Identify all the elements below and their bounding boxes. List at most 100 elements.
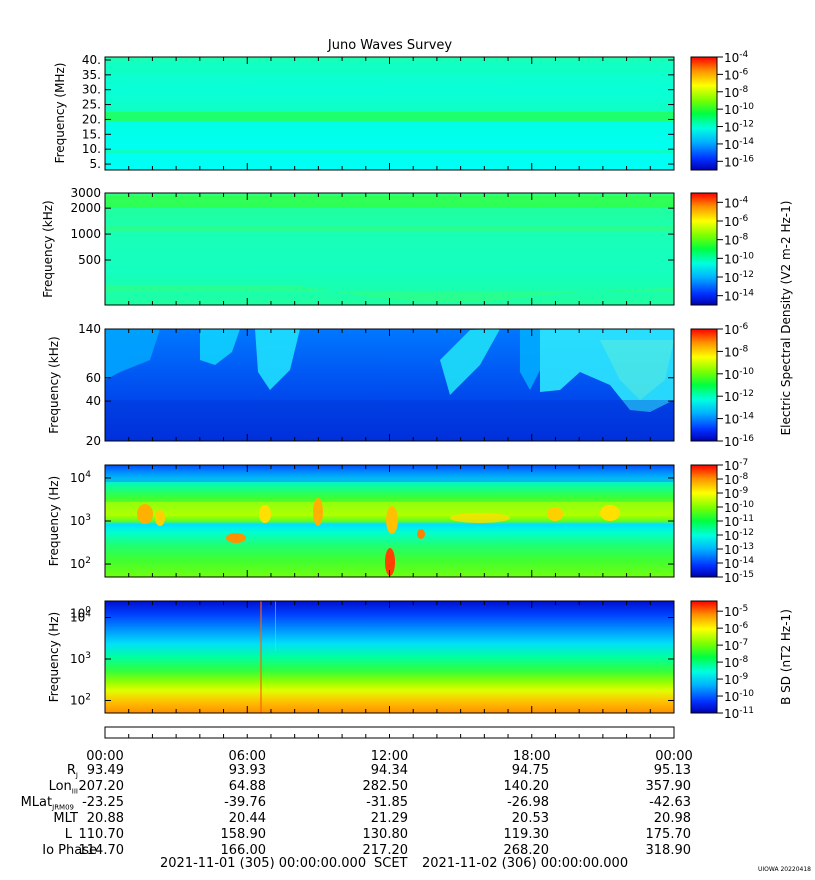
colorbar-tick-label: 10-10: [724, 367, 754, 382]
colorbar-tick-label: 10-11: [724, 706, 754, 721]
y-tick-label: 103: [70, 513, 91, 528]
ephemeris-label: MLT: [53, 811, 78, 826]
ephemeris-value: 93.93: [228, 763, 266, 778]
colorbar-tick-label: 10-9: [724, 672, 749, 687]
y-tick-label: 60: [86, 371, 101, 385]
panel-5-spectrogram: [105, 601, 674, 713]
y-tick-label: 35.: [82, 68, 101, 82]
panel-1-ylabel: Frequency (MHz): [53, 63, 67, 164]
colorbar-tick-label: 10-11: [724, 514, 754, 529]
panel-2-ylabel: Frequency (kHz): [41, 200, 55, 297]
ephemeris-value: -31.85: [366, 795, 408, 810]
x-tick-labels: 00:00 06:00 12:00 18:00 00:00: [86, 749, 692, 764]
colorbar-tick-label: 10-8: [724, 655, 749, 670]
x-tick-label: 00:00: [655, 749, 692, 764]
x-tick-label: 06:00: [229, 749, 266, 764]
ephemeris-value: 114.70: [78, 843, 125, 858]
colorbar-tick-label: 10-12: [724, 270, 754, 285]
ephemeris-value: 64.88: [228, 779, 266, 794]
ephemeris-label: MLatJRM09: [20, 795, 74, 812]
colorbar-tick-label: 10-12: [724, 389, 754, 404]
time-range-start: 2021-11-01 (305) 00:00:00.000: [160, 856, 367, 871]
panel-1-band-20mhz: [105, 112, 674, 121]
colorbar-tick-label: 10-6: [724, 322, 749, 337]
colorbar-1: 10-4 10-6 10-8 10-10 10-12 10-14 10-16: [690, 50, 754, 171]
ephemeris-value: 20.53: [511, 811, 549, 826]
panel-4: 104 103 102 Frequency (Hz): [47, 464, 675, 578]
y-tick-label: 30.: [82, 83, 101, 97]
processing-stamp: UIOWA 20220418: [757, 866, 811, 873]
colorbar-4: 10-710-810-910-1010-1110-1210-1310-1410-…: [690, 458, 754, 585]
y-tick-label: 3000: [70, 186, 101, 200]
ephemeris-label: LonIII: [48, 779, 78, 796]
colorbar-tick-label: 10-13: [724, 542, 754, 557]
colorbar-tick-label: 10-16: [724, 434, 754, 449]
colorbar-tick-label: 10-8: [724, 472, 749, 487]
panel-2-band-1000khz: [105, 226, 674, 231]
x-tick-label: 12:00: [371, 749, 408, 764]
panel-5-spike-line-1: [260, 601, 262, 713]
ephemeris-value: -26.98: [507, 795, 549, 810]
ephemeris-value: -39.76: [224, 795, 266, 810]
ephemeris-value: -23.25: [82, 795, 124, 810]
colorbar-tick-label: 10-14: [724, 289, 754, 304]
ephemeris-label: Io Phase: [42, 843, 97, 858]
ephemeris-value: 207.20: [78, 779, 125, 794]
panel-5: 104 103 102 Frequency (Hz): [47, 600, 675, 714]
ephemeris-value: 282.50: [362, 779, 409, 794]
panel-4-ylabel: Frequency (Hz): [47, 476, 61, 567]
y-tick-label: 5.: [90, 157, 101, 171]
panel-5-spike-line-2: [275, 601, 276, 651]
ephemeris-value: 110.70: [78, 827, 125, 842]
y-tick-label: 104: [70, 610, 91, 625]
colorbar-tick-label: 10-8: [724, 344, 749, 359]
panel-3-ylabel: Frequency (kHz): [47, 336, 61, 433]
time-range-end: 2021-11-02 (306) 00:00:00.000: [422, 856, 629, 871]
colorbar-tick-label: 10-7: [724, 638, 748, 653]
ephemeris-value: 140.20: [503, 779, 550, 794]
colorbar-tick-label: 10-5: [724, 604, 748, 619]
ephemeris-value: 268.20: [503, 843, 550, 858]
y-tick-label: 100: [70, 605, 91, 620]
panel-5-ylabel: Frequency (Hz): [47, 612, 61, 703]
colorbar-tick-label: 10-10: [724, 500, 754, 515]
panel-3: 140 100 60 40 20 Frequency (kHz): [47, 322, 675, 620]
y-tick-label: 102: [70, 556, 91, 571]
colorbar-tick-label: 10-4: [724, 195, 749, 210]
y-tick-label: 10.: [82, 142, 101, 156]
ephemeris-value: 357.90: [645, 779, 692, 794]
ephemeris-label: RJ: [66, 763, 78, 780]
colorbar-3: 10-6 10-8 10-10 10-12 10-14 10-16: [690, 322, 754, 449]
ephemeris-value: 21.29: [370, 811, 408, 826]
ephemeris-value: 175.70: [645, 827, 692, 842]
y-tick-label: 40: [86, 394, 101, 408]
colorbar-tick-label: 10-8: [724, 85, 749, 100]
y-tick-label: 103: [70, 651, 91, 666]
colorbar-tick-label: 10-14: [724, 556, 754, 571]
colorbar-tick-label: 10-4: [724, 50, 749, 65]
time-axis-strip: [104, 726, 675, 739]
time-range-label: SCET: [374, 856, 408, 871]
y-tick-label: 20: [86, 434, 101, 448]
colorbar-tick-label: 10-12: [724, 120, 754, 135]
y-tick-label: 2000: [70, 201, 101, 215]
colorbar-tick-label: 10-6: [724, 214, 749, 229]
y-tick-label: 140: [78, 322, 101, 336]
ephemeris-value: 20.88: [86, 811, 124, 826]
ephemeris-value: 93.49: [86, 763, 124, 778]
y-tick-label: 15.: [82, 127, 101, 141]
y-tick-label: 104: [70, 470, 91, 485]
ephemeris-value: 166.00: [220, 843, 267, 858]
y-tick-label: 25.: [82, 98, 101, 112]
colorbar-tick-label: 10-6: [724, 67, 749, 82]
colorbar-tick-label: 10-10: [724, 689, 754, 704]
y-tick-label: 500: [78, 253, 101, 267]
electric-colorbar-label: Electric Spectral Density (V2 m-2 Hz-1): [779, 201, 793, 436]
ephemeris-value: -42.63: [649, 795, 691, 810]
x-tick-label: 00:00: [86, 749, 123, 764]
y-tick-label: 1000: [70, 227, 101, 241]
colorbar-tick-label: 10-16: [724, 154, 754, 169]
ephemeris-value: 20.44: [228, 811, 266, 826]
